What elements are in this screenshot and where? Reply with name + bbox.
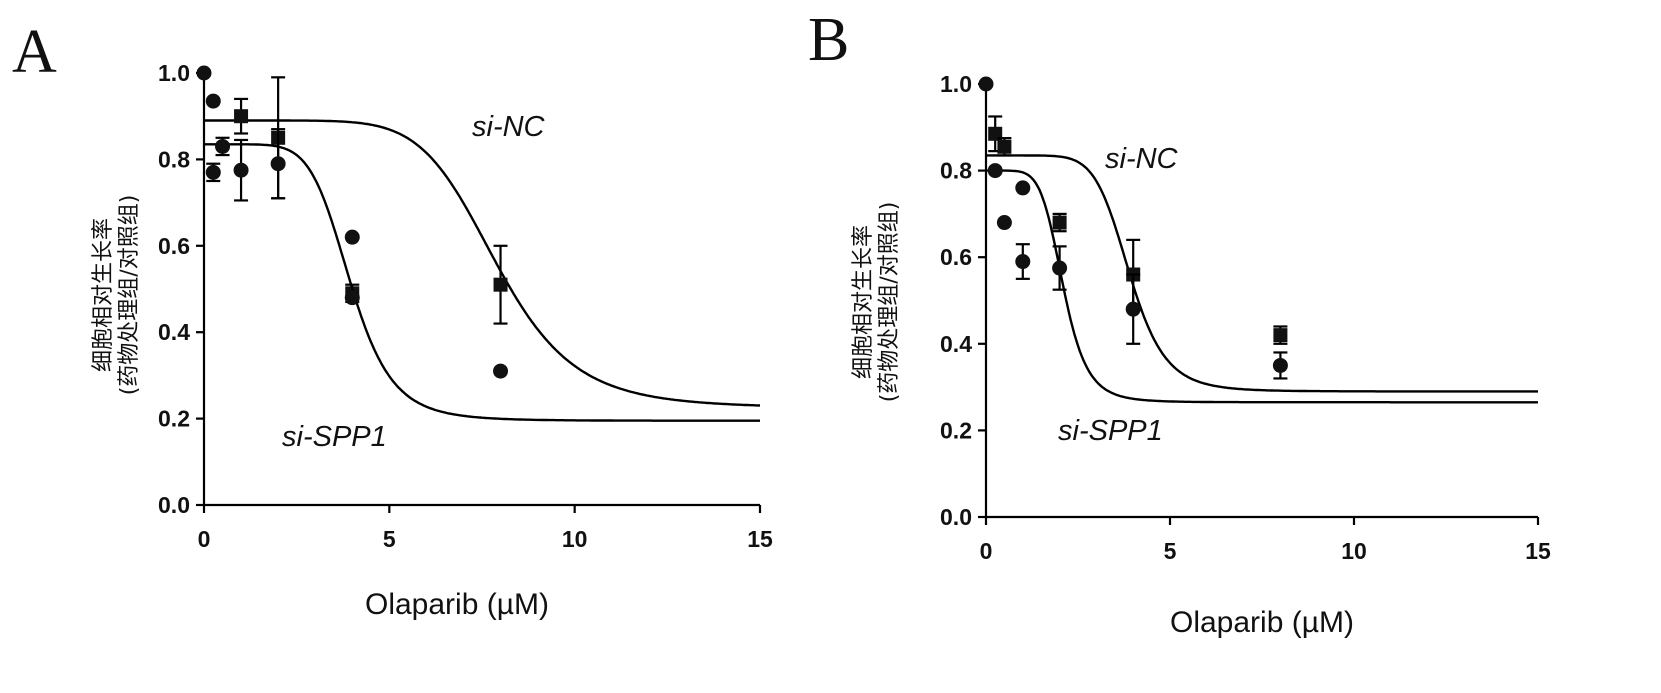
panel-b-point-si-spp1 [1272, 357, 1288, 373]
panel-b-ylabel-line2: (药物处理组/对照组) [877, 202, 902, 403]
panel-b-ylabel-line1: 细胞相对生长率 [851, 225, 876, 379]
panel-a-point-si-nc [493, 277, 508, 292]
panel-b-label-si-spp1: si-SPP1 [1058, 415, 1163, 447]
panel-b-fit-curve-si-nc [986, 154, 1538, 393]
panel-a-fit-curve-si-spp1 [204, 143, 760, 422]
panel-b-ytick-label: 0.4 [940, 331, 972, 357]
panel-a-point-si-nc [234, 109, 249, 124]
panel-b-fit-curve-si-spp1 [986, 169, 1538, 404]
panel-a-xtick-label: 5 [383, 526, 396, 552]
panel-b-point-si-spp1 [987, 163, 1003, 179]
panel-a-point-si-spp1 [205, 93, 221, 109]
panel-b-plot: 0.0 0.2 0.4 0.6 0.8 1.0 0 5 10 15 [940, 71, 1551, 564]
panel-b-ytick-label: 0.0 [940, 504, 972, 530]
panel-a-point-si-spp1 [270, 156, 286, 172]
panel-a-point-si-spp1 [205, 164, 221, 180]
panel-a-point-si-spp1 [215, 138, 231, 154]
panel-b-point-si-spp1 [978, 76, 994, 92]
panel-a-ytick-label: 0.2 [158, 406, 190, 432]
panel-a-label-si-nc: si-NC [472, 111, 546, 143]
panel-b-point-si-spp1 [1052, 260, 1068, 276]
panel-b-point-si-spp1 [1125, 301, 1141, 317]
panel-a-point-si-spp1 [344, 229, 360, 245]
panel-b: B 细胞相对生长率 (药物处理组/对照组) Olaparib (µM) si-N… [808, 6, 1551, 639]
panel-b-xlabel: Olaparib (µM) [1170, 606, 1354, 639]
panel-b-ytick-label: 1.0 [940, 71, 972, 97]
panel-a-ytick-label: 1.0 [158, 60, 190, 86]
panel-a-ytick-label: 0.0 [158, 492, 190, 518]
panel-a-point-si-spp1 [493, 363, 509, 379]
panel-a-letter: A [12, 18, 57, 86]
panel-a: A 细胞相对生长率 (药物处理组/对照组) Olaparib (µM) si-N… [12, 18, 773, 621]
panel-a-xtick-label: 15 [747, 526, 773, 552]
panel-a-xtick-label: 0 [198, 526, 211, 552]
panel-b-point-si-nc [1273, 328, 1288, 343]
panel-a-label-si-spp1: si-SPP1 [282, 421, 387, 453]
panel-b-point-si-spp1 [1015, 254, 1031, 270]
panel-b-point-si-nc [1052, 215, 1067, 230]
panel-a-ylabel-line2: (药物处理组/对照组) [117, 195, 142, 396]
panel-b-point-si-nc [997, 139, 1012, 154]
panel-a-ylabel-line1: 细胞相对生长率 [91, 218, 116, 372]
panel-a-ytick-label: 0.6 [158, 233, 190, 259]
panel-a-point-si-spp1 [196, 65, 212, 81]
panel-b-letter: B [808, 6, 849, 74]
panel-b-xtick-label: 15 [1525, 538, 1551, 564]
panel-a-xtick-label: 10 [562, 526, 588, 552]
panel-a-ytick-label: 0.4 [158, 319, 190, 345]
panel-b-xtick-label: 10 [1341, 538, 1367, 564]
panel-b-ytick-label: 0.6 [940, 244, 972, 270]
panel-a-ytick-label: 0.8 [158, 146, 190, 172]
panel-b-label-si-nc: si-NC [1105, 143, 1179, 175]
panel-b-point-si-spp1 [1015, 180, 1031, 196]
panel-b-ytick-label: 0.8 [940, 158, 972, 184]
panel-a-point-si-spp1 [344, 290, 360, 306]
panel-a-xlabel: Olaparib (µM) [365, 588, 549, 621]
panel-a-point-si-spp1 [233, 162, 249, 178]
panel-b-ytick-label: 0.2 [940, 417, 972, 443]
panel-a-plot: 0.0 0.2 0.4 0.6 0.8 1.0 0 5 10 15 [158, 60, 773, 552]
panel-b-point-si-spp1 [996, 215, 1012, 231]
panel-a-fit-curve-si-nc [204, 119, 761, 407]
panel-b-xtick-label: 5 [1164, 538, 1177, 564]
panel-b-xtick-label: 0 [980, 538, 993, 564]
